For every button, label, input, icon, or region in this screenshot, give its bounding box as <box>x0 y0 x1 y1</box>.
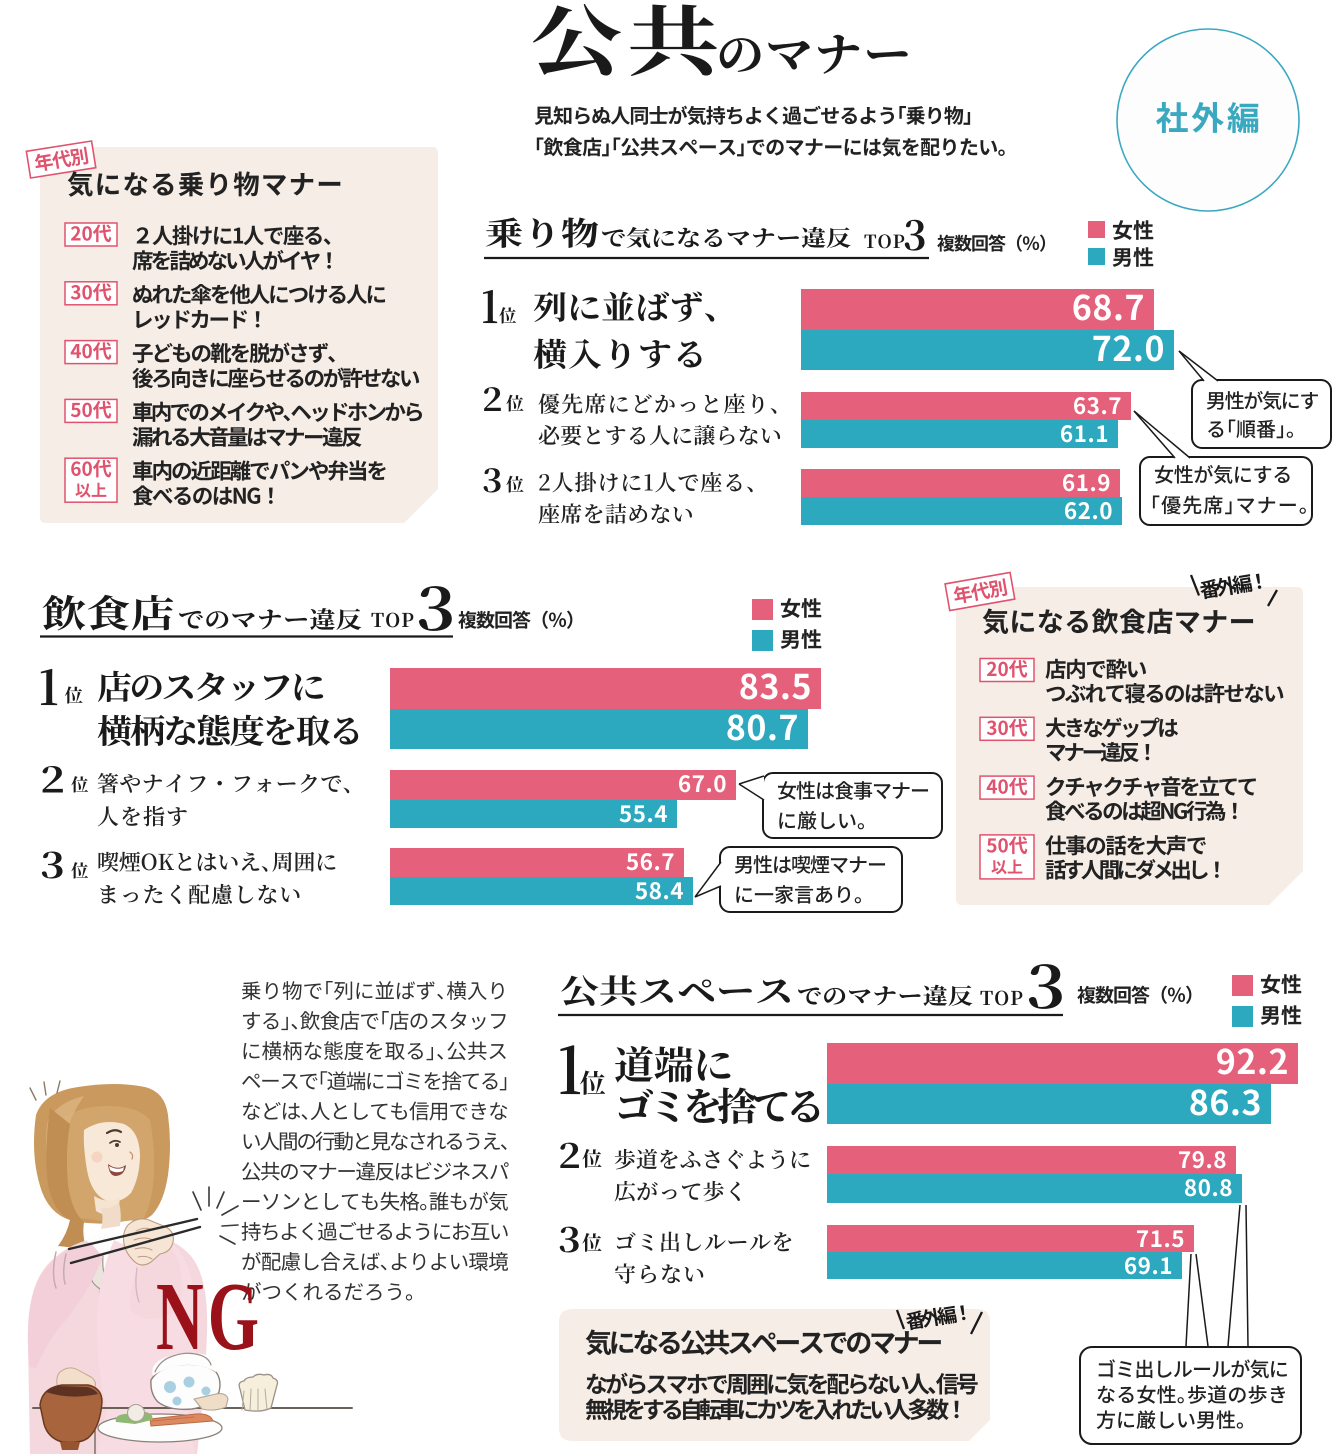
svg-text:NG: NG <box>156 1262 263 1370</box>
